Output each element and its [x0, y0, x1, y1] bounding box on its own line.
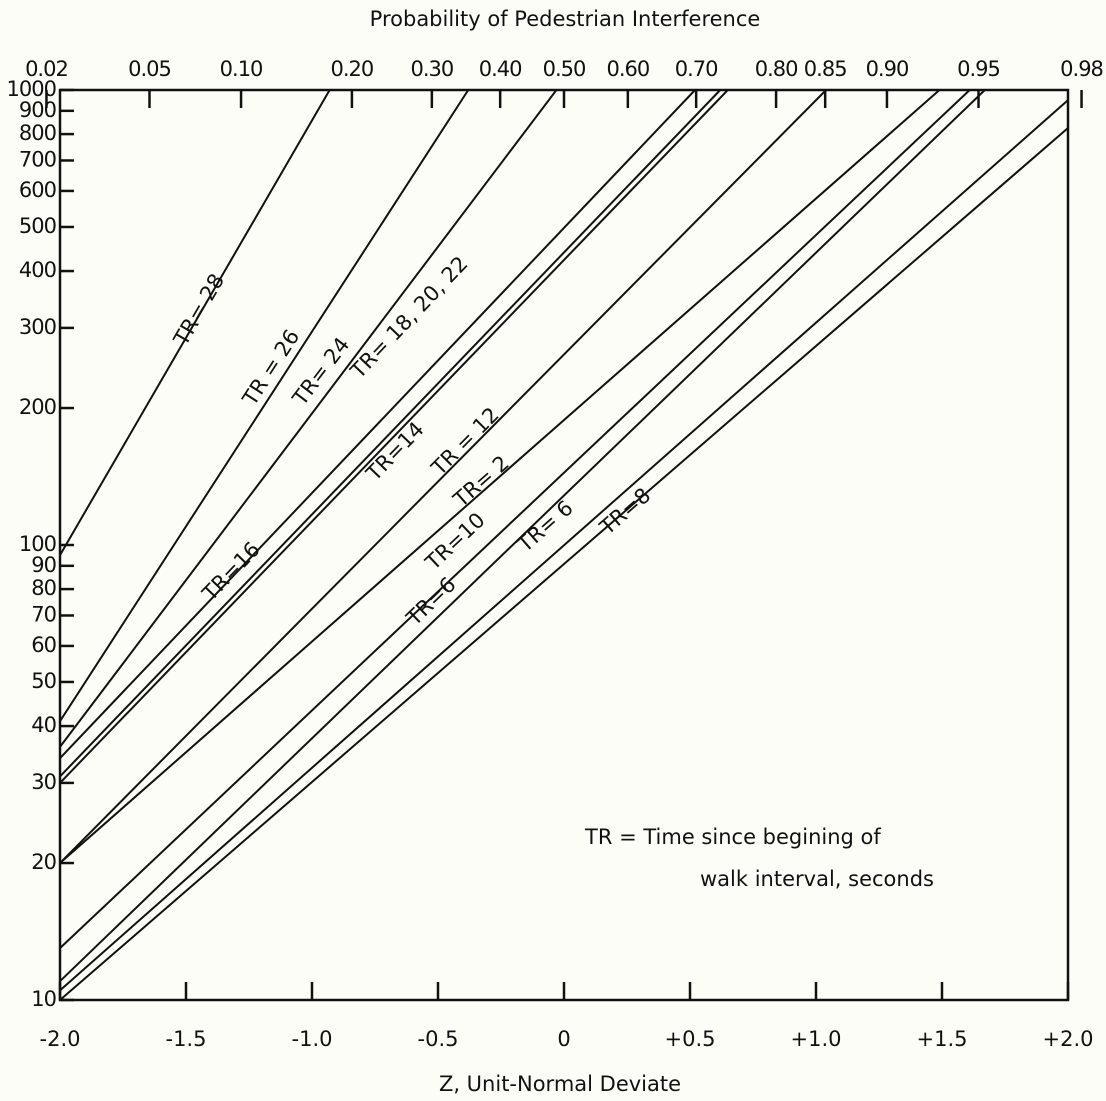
x2-tick-label: 0.50 [543, 57, 586, 81]
y-tick-label: 200 [19, 395, 56, 419]
series-line [59, 127, 1069, 1001]
series-line [59, 89, 827, 864]
y-tick-label: 60 [31, 633, 56, 657]
x2-tick-label: 0.60 [606, 57, 649, 81]
y-tick-label: 100 [19, 532, 56, 556]
x-tick-label: +2.0 [1043, 1027, 1094, 1051]
series-line [59, 89, 941, 864]
x-tick-label: -1.0 [292, 1027, 333, 1051]
annotation: TR = Time since begining of [584, 825, 881, 849]
series-line [59, 89, 331, 556]
series-line [59, 99, 1069, 992]
y-tick-label: 70 [31, 602, 56, 626]
series-label: TR= 28 [169, 270, 230, 351]
x2-tick-label: 0.90 [866, 57, 909, 81]
x-tick-label: -0.5 [418, 1027, 459, 1051]
series-label: TR=16 [197, 537, 265, 606]
series-line [59, 89, 971, 949]
x2-tick-label: 0.85 [804, 57, 847, 81]
series-label: TR= 6 [512, 496, 577, 558]
y-tick-label: 700 [19, 147, 56, 171]
series-line [59, 89, 986, 982]
x2-tick-label: 0.20 [331, 57, 374, 81]
y-tick-label: 1000 [7, 77, 56, 101]
y-tick-label: 300 [19, 315, 56, 339]
y-tick-label: 800 [19, 121, 56, 145]
series-line [59, 89, 721, 778]
x2-tick-label: 0.80 [755, 57, 798, 81]
x2-tick-label: 0.40 [479, 57, 522, 81]
y-tick-label: 40 [31, 713, 56, 737]
series-line [59, 89, 470, 722]
x2-tick-label: 0.70 [675, 57, 718, 81]
x2-tick-label: 0.05 [128, 57, 171, 81]
series-label: TR= 18, 20, 22 [345, 252, 472, 384]
x-tick-label: -2.0 [40, 1027, 81, 1051]
y-tick-label: 90 [31, 553, 56, 577]
x2-tick-label: 0.98 [1060, 57, 1103, 81]
x-tick-label: -1.5 [166, 1027, 207, 1051]
series-label: TR=6 [401, 572, 460, 630]
x-tick-label: 0 [557, 1027, 570, 1051]
y-tick-label: 900 [19, 98, 56, 122]
y-tick-label: 400 [19, 258, 56, 282]
y-tick-label: 600 [19, 178, 56, 202]
y-tick-label: 10 [31, 987, 56, 1011]
annotation: walk interval, seconds [700, 867, 934, 891]
y-tick-label: 80 [31, 576, 56, 600]
x-axis-title: Z, Unit-Normal Deviate [439, 1072, 681, 1096]
x2-tick-label: 0.95 [957, 57, 1000, 81]
chart-title: Probability of Pedestrian Interference [370, 7, 761, 31]
y-tick-label: 500 [19, 214, 56, 238]
y-tick-label: 30 [31, 770, 56, 794]
series-line [59, 89, 696, 759]
y-tick-label: 50 [31, 669, 56, 693]
series-line [59, 89, 729, 784]
x-tick-label: +1.0 [791, 1027, 842, 1051]
series-line [59, 89, 558, 748]
y-tick-label: 20 [31, 850, 56, 874]
x-tick-label: +0.5 [665, 1027, 716, 1051]
x-tick-label: +1.5 [917, 1027, 968, 1051]
x2-tick-label: 0.10 [220, 57, 263, 81]
x2-tick-label: 0.02 [25, 57, 68, 81]
series-label: TR=10 [420, 508, 489, 575]
x2-tick-label: 0.30 [410, 57, 453, 81]
